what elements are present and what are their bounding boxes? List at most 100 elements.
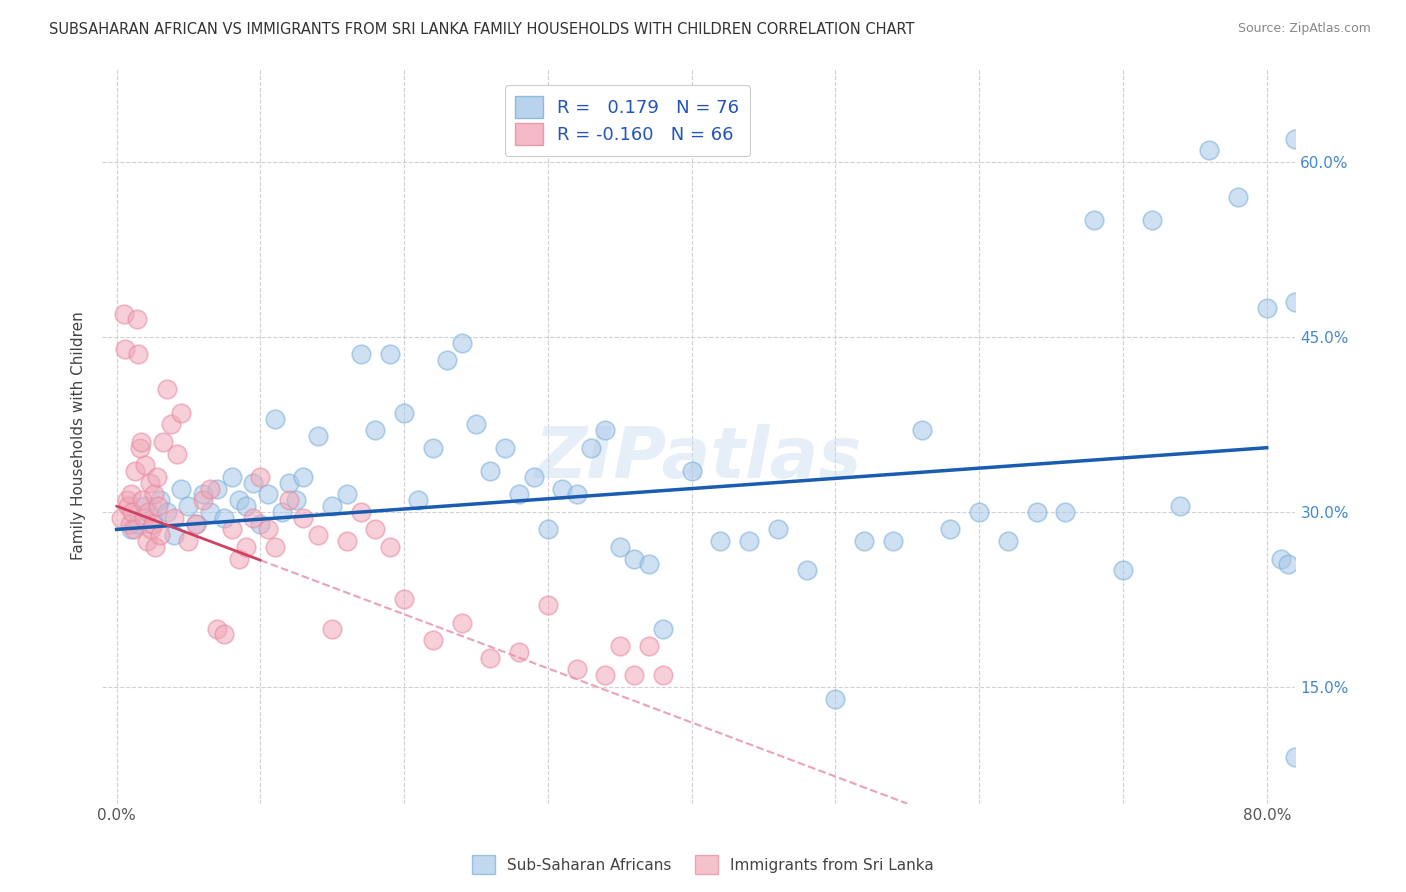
Text: SUBSAHARAN AFRICAN VS IMMIGRANTS FROM SRI LANKA FAMILY HOUSEHOLDS WITH CHILDREN : SUBSAHARAN AFRICAN VS IMMIGRANTS FROM SR… — [49, 22, 915, 37]
Legend: R =   0.179   N = 76, R = -0.160   N = 66: R = 0.179 N = 76, R = -0.160 N = 66 — [505, 85, 749, 156]
Point — [307, 528, 329, 542]
Point — [321, 622, 343, 636]
Point — [967, 505, 990, 519]
Point — [537, 599, 560, 613]
Point — [177, 534, 200, 549]
Point — [149, 493, 172, 508]
Point — [307, 429, 329, 443]
Point — [609, 639, 631, 653]
Point — [122, 523, 145, 537]
Point — [479, 464, 502, 478]
Point — [256, 487, 278, 501]
Point — [120, 523, 142, 537]
Text: Source: ZipAtlas.com: Source: ZipAtlas.com — [1237, 22, 1371, 36]
Point — [651, 622, 673, 636]
Point — [579, 441, 602, 455]
Point — [551, 482, 574, 496]
Point — [235, 499, 257, 513]
Point — [135, 534, 157, 549]
Point — [292, 510, 315, 524]
Point — [1170, 499, 1192, 513]
Text: ZIPatlas: ZIPatlas — [536, 424, 862, 492]
Point — [166, 446, 188, 460]
Legend: Sub-Saharan Africans, Immigrants from Sri Lanka: Sub-Saharan Africans, Immigrants from Sr… — [467, 849, 939, 880]
Point — [1198, 143, 1220, 157]
Y-axis label: Family Households with Children: Family Households with Children — [72, 311, 86, 560]
Point — [177, 499, 200, 513]
Point — [141, 510, 163, 524]
Point — [191, 493, 214, 508]
Point — [997, 534, 1019, 549]
Point — [1226, 190, 1249, 204]
Point — [1277, 558, 1299, 572]
Point — [623, 551, 645, 566]
Point — [681, 464, 703, 478]
Point — [637, 639, 659, 653]
Point — [156, 383, 179, 397]
Point — [882, 534, 904, 549]
Point — [205, 482, 228, 496]
Point — [565, 662, 588, 676]
Point — [1284, 131, 1306, 145]
Point — [853, 534, 876, 549]
Point — [278, 475, 301, 490]
Point — [235, 540, 257, 554]
Point — [479, 650, 502, 665]
Point — [221, 470, 243, 484]
Point — [136, 505, 159, 519]
Point — [378, 540, 401, 554]
Point — [127, 347, 149, 361]
Point — [1083, 213, 1105, 227]
Point — [152, 434, 174, 449]
Point — [160, 417, 183, 432]
Point — [522, 470, 544, 484]
Point — [1140, 213, 1163, 227]
Point — [271, 505, 294, 519]
Point — [184, 516, 207, 531]
Point — [115, 493, 138, 508]
Point — [263, 411, 285, 425]
Point — [422, 633, 444, 648]
Point — [1112, 563, 1135, 577]
Point — [709, 534, 731, 549]
Point — [1256, 301, 1278, 315]
Point — [392, 406, 415, 420]
Point — [118, 516, 141, 531]
Point — [145, 540, 167, 554]
Point — [1270, 551, 1292, 566]
Point — [364, 523, 387, 537]
Point — [392, 592, 415, 607]
Point — [198, 482, 221, 496]
Point — [595, 423, 617, 437]
Point — [125, 312, 148, 326]
Point — [378, 347, 401, 361]
Point — [911, 423, 934, 437]
Point — [205, 622, 228, 636]
Point — [143, 487, 166, 501]
Point — [228, 493, 250, 508]
Point — [336, 534, 359, 549]
Point — [738, 534, 761, 549]
Point — [278, 493, 301, 508]
Point — [163, 528, 186, 542]
Point — [120, 487, 142, 501]
Point — [131, 493, 153, 508]
Point — [170, 482, 193, 496]
Point — [139, 523, 162, 537]
Point — [285, 493, 308, 508]
Point — [537, 523, 560, 537]
Point — [1025, 505, 1047, 519]
Point — [408, 493, 430, 508]
Point — [436, 353, 458, 368]
Point — [623, 668, 645, 682]
Point — [249, 516, 271, 531]
Point — [796, 563, 818, 577]
Point — [508, 645, 530, 659]
Point — [1054, 505, 1077, 519]
Point — [364, 423, 387, 437]
Point — [637, 558, 659, 572]
Point — [228, 551, 250, 566]
Point — [112, 307, 135, 321]
Point — [134, 458, 156, 473]
Point — [494, 441, 516, 455]
